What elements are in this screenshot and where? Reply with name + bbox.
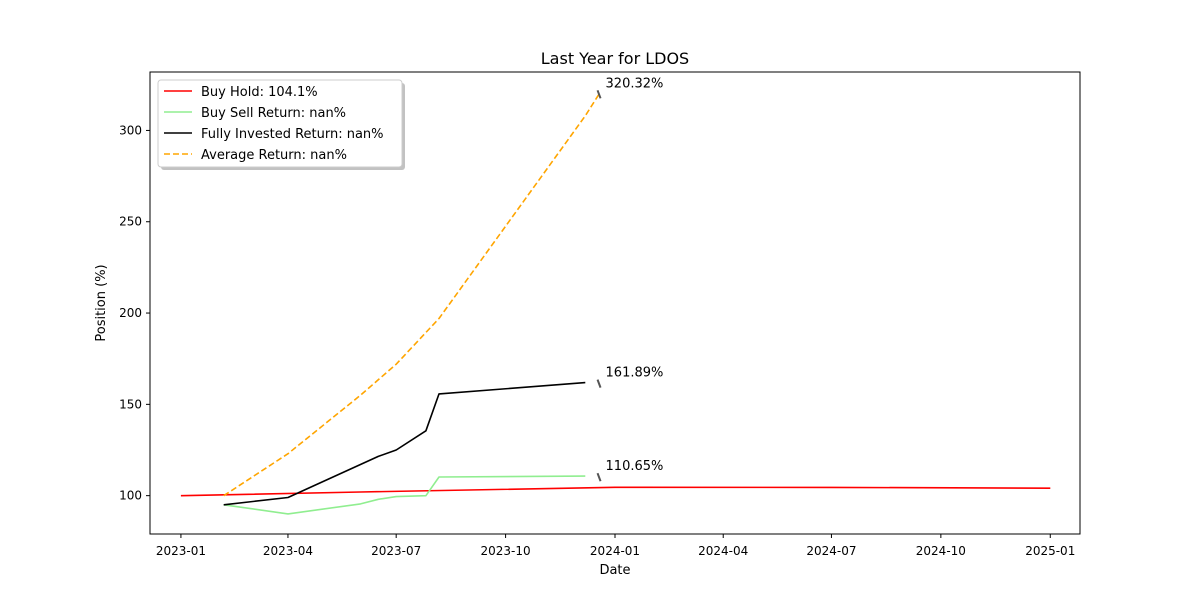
series-line-3 — [223, 381, 586, 506]
x-tick-label: 2024-07 — [806, 544, 856, 558]
chart-title: Last Year for LDOS — [541, 49, 689, 68]
annotation-marker — [596, 89, 602, 99]
x-tick-label: 2024-10 — [916, 544, 966, 558]
y-tick-label: 150 — [119, 397, 142, 411]
x-tick-label: 2024-01 — [590, 544, 640, 558]
series-layer — [180, 92, 1051, 515]
annotation-label: 161.89% — [606, 366, 664, 381]
x-tick-layer: 2023-01 2023-04 2023-07 2023-10 2024-01 2024-… — [156, 534, 1075, 558]
annotation-label: 110.65% — [606, 459, 664, 474]
x-tick-label: 2023-10 — [481, 544, 531, 558]
y-tick-label: 100 — [119, 489, 142, 503]
legend-label: Buy Hold: 104.1% — [201, 85, 318, 100]
annotation-layer: 320.32% 161.89% 110.65% — [596, 76, 664, 482]
series-line-4 — [223, 92, 601, 497]
legend-label: Average Return: nan% — [201, 148, 347, 163]
x-tick-label: 2023-04 — [263, 544, 313, 558]
x-tick-label: 2025-01 — [1025, 544, 1075, 558]
x-tick-label: 2023-01 — [156, 544, 206, 558]
y-axis-label: Position (%) — [94, 264, 109, 341]
legend-label: Fully Invested Return: nan% — [201, 127, 384, 142]
series-line-1 — [180, 486, 1051, 497]
series-line-2 — [223, 475, 586, 515]
x-axis-label: Date — [599, 563, 630, 578]
y-tick-label: 300 — [119, 123, 142, 137]
legend-box — [157, 79, 403, 168]
y-tick-layer: 100 150 200 250 300 — [119, 123, 150, 503]
annotation-label: 320.32% — [606, 76, 664, 91]
annotation-marker — [596, 472, 602, 482]
x-tick-label: 2024-04 — [698, 544, 748, 558]
x-tick-label: 2023-07 — [371, 544, 421, 558]
legend-label: Buy Sell Return: nan% — [201, 106, 346, 121]
legend: Buy Hold: 104.1% Buy Sell Return: nan% Ful… — [157, 79, 405, 170]
y-tick-label: 200 — [119, 306, 142, 320]
y-tick-label: 250 — [119, 215, 142, 229]
annotation-marker — [596, 379, 602, 388]
